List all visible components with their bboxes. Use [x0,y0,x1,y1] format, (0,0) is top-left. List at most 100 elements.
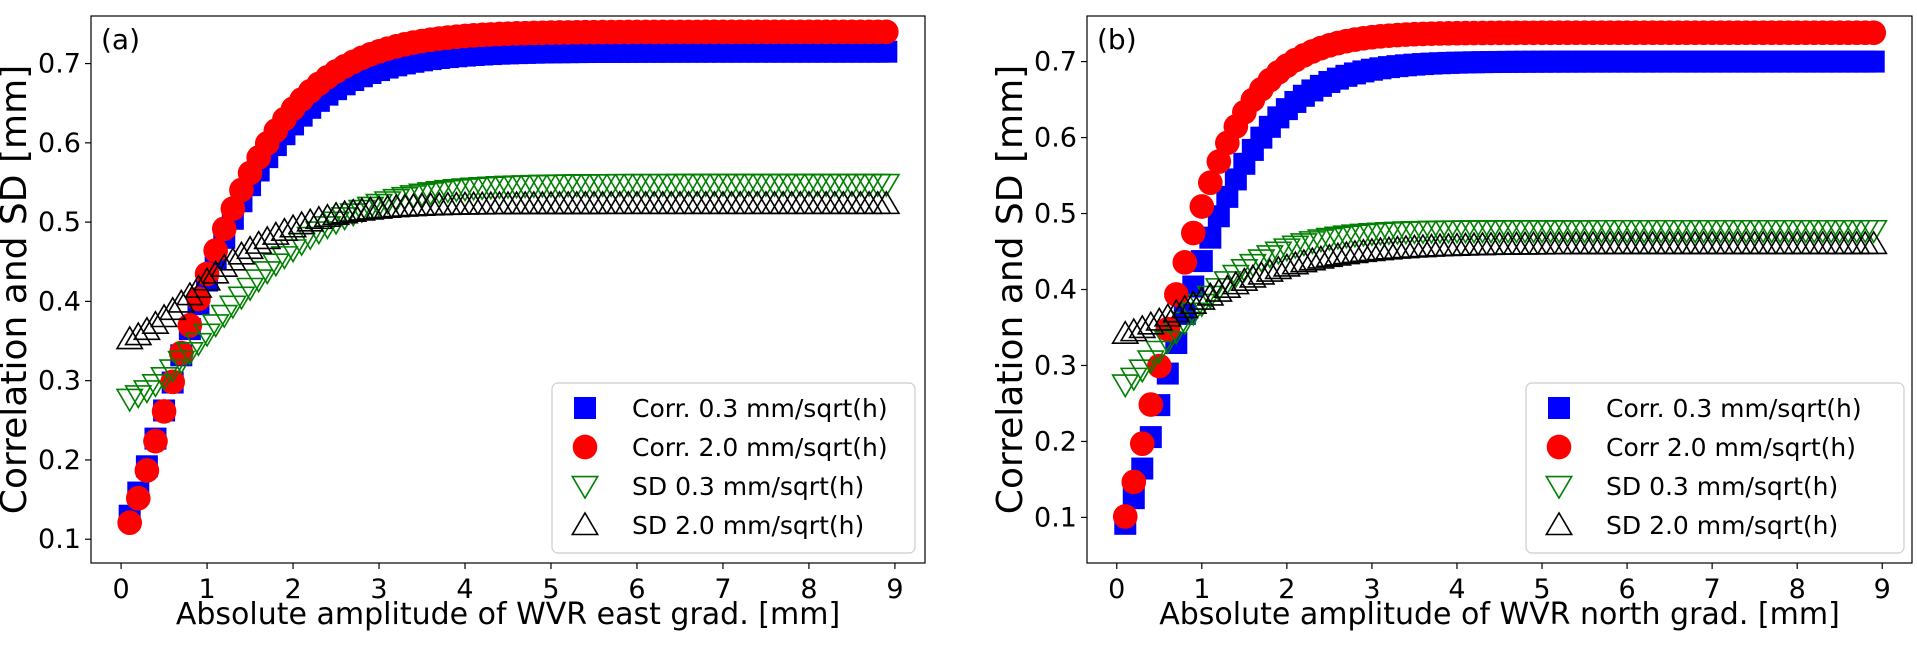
data-point [1323,241,1352,266]
data-point [236,235,265,260]
data-point [1247,260,1276,285]
data-point [416,182,445,207]
data-point [125,485,151,511]
data-point [1272,252,1301,277]
data-point [175,341,204,366]
x-tick-label: 8 [800,574,817,605]
data-point [407,183,437,208]
y-tick-label: 0.6 [1034,123,1077,154]
data-point [330,199,359,224]
legend-box [551,382,916,554]
legend-item: Corr. 2.0 mm/sqrt(h) [572,433,888,462]
data-point [485,176,514,200]
data-point [1434,232,1463,257]
y-tick-label: 0.1 [1034,502,1077,533]
x-tick-label: 3 [1363,574,1380,605]
data-point [184,332,213,357]
data-point [270,246,299,270]
data-point [1289,248,1318,273]
data-point [1332,240,1361,265]
data-point [304,221,333,246]
legend-item: SD 0.3 mm/sqrt(h) [1544,472,1838,501]
x-tick-label: 5 [542,574,559,605]
data-point [134,458,160,483]
data-point [1442,232,1472,256]
data-point [347,199,376,224]
data-point [168,340,194,366]
data-point [210,253,239,277]
data-point [193,266,222,291]
legend: Corr. 0.3 mm/sqrt(h) Corr 2.0 mm/sqrt(h) S… [1525,382,1905,554]
data-point [1323,226,1352,251]
data-point [1306,244,1335,269]
x-tick-label: 7 [714,574,731,605]
data-point [167,288,196,313]
data-point [167,350,196,375]
data-point [1281,250,1310,275]
data-point [364,193,394,218]
panel-label: (a) [101,23,140,56]
legend-marker-triangle-down [1544,475,1574,500]
data-point [873,19,899,45]
data-point [1298,231,1327,255]
data-point [450,190,480,215]
data-point [211,216,237,242]
data-point [253,261,282,286]
x-tick-label: 6 [628,574,645,605]
data-point [1119,367,1148,392]
data-point [236,277,265,302]
data-point [210,304,239,329]
data-point [296,207,325,232]
data-point [1264,255,1293,280]
data-point [321,201,351,226]
data-point [875,40,898,63]
data-point [203,238,228,263]
legend-marker-triangle-up [1544,511,1574,536]
data-point [1417,233,1446,257]
x-tick-label: 0 [112,574,129,605]
data-point [1383,235,1412,259]
data-point [1374,235,1403,260]
data-point [1859,230,1888,255]
data-point [1357,237,1386,262]
data-point [220,196,246,221]
data-point [1129,431,1155,457]
data-point [1153,330,1182,355]
x-tick-label: 3 [370,574,387,605]
y-tick-label: 0.5 [1034,199,1077,230]
data-point [1374,221,1403,246]
data-point [872,190,901,215]
y-tick-label: 0.4 [1034,275,1077,306]
data-point [175,281,204,306]
data-point [1121,469,1147,495]
data-point [304,205,333,230]
data-point [1859,219,1888,244]
data-point [151,399,177,424]
legend-label: SD 2.0 mm/sqrt(h) [632,511,864,540]
x-tick-label: 0 [1108,574,1125,605]
y-axis-label: Correlation and SD [mm] [990,65,1031,514]
x-tick-label: 7 [1704,574,1721,605]
data-point [493,175,523,200]
data-point [279,213,308,238]
plot-frame [90,15,926,564]
data-point [476,190,505,215]
data-point [459,177,488,202]
data-point [132,316,161,341]
data-point [1255,245,1284,270]
data-point [347,196,376,221]
data-point [1172,250,1198,275]
series-circle [117,19,899,536]
legend-label: Corr 2.0 mm/sqrt(h) [1606,433,1856,462]
data-point [124,385,153,409]
y-tick-label: 0.1 [38,524,81,555]
data-point [1128,359,1157,384]
data-point [872,173,901,198]
y-tick-label: 0.7 [38,49,81,80]
data-point [1315,227,1344,252]
data-point [1383,221,1412,246]
data-point [1264,241,1293,266]
data-point [339,198,368,223]
legend-marker-circle [1546,434,1572,460]
